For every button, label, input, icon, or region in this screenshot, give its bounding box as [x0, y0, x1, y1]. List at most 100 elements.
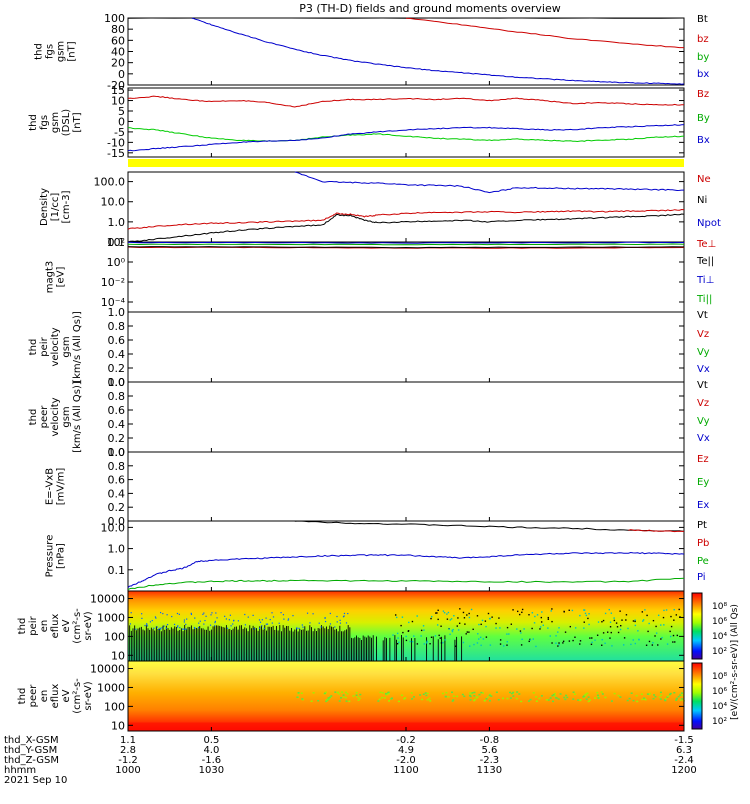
eflux-noise-pixel: [591, 642, 592, 643]
y-tick-label: 0.8: [108, 390, 126, 403]
legend-entry: Te⊥: [696, 239, 716, 250]
eflux-noise-pixel: [272, 622, 273, 623]
colorbar-label: [eV/(cm²-s-sr-eV)] (All Qs): [730, 604, 740, 720]
eflux-band-pixel: [586, 698, 588, 700]
eflux-noise-pixel: [337, 621, 338, 622]
eflux-noise-pixel: [174, 624, 175, 625]
y-axis-label: [cm-3]: [61, 190, 72, 223]
eflux-noise-pixel: [440, 626, 441, 627]
eflux-noise-pixel: [541, 617, 542, 618]
eflux-band-pixel: [679, 694, 681, 696]
eflux-noise-pixel: [423, 629, 424, 630]
eflux-noise-pixel: [521, 644, 522, 645]
eflux-noise-pixel: [530, 639, 531, 640]
eflux-noise-pixel: [296, 627, 297, 628]
eflux-noise-pixel: [551, 608, 552, 609]
eflux-noise-pixel: [503, 645, 504, 646]
eflux-band-pixel: [636, 695, 638, 697]
eflux-noise-pixel: [267, 624, 268, 625]
eflux-band-pixel: [676, 698, 678, 700]
eflux-noise-pixel: [507, 627, 508, 628]
eflux-noise-pixel: [555, 643, 556, 644]
eflux-noise-pixel: [330, 623, 331, 624]
eflux-band-pixel: [641, 699, 643, 701]
eflux-noise-pixel: [135, 629, 136, 630]
eflux-noise-pixel: [572, 640, 573, 641]
eflux-band-pixel: [509, 692, 511, 694]
y-axis-label: Pressure: [45, 535, 56, 578]
eflux-band-pixel: [352, 695, 354, 697]
y-tick-label: 10: [111, 719, 125, 732]
eflux-noise-pixel: [146, 623, 147, 624]
eflux-noise-pixel: [653, 620, 654, 621]
x-axis-tick-label: 1000: [115, 765, 140, 776]
y-tick-label: 0.6: [108, 334, 126, 347]
eflux-noise-pixel: [613, 617, 614, 618]
colorbar-tick-label: 10⁸: [712, 602, 727, 612]
eflux-noise-pixel: [431, 637, 432, 638]
eflux-noise-pixel: [677, 635, 678, 636]
legend-entry: Vy: [697, 416, 710, 427]
eflux-noise-pixel: [444, 612, 445, 613]
eflux-noise-pixel: [674, 641, 675, 642]
eflux-noise-pixel: [569, 610, 570, 611]
eflux-noise-pixel: [307, 613, 308, 614]
eflux-band-pixel: [348, 701, 350, 703]
eflux-noise-pixel: [667, 643, 668, 644]
eflux-noise-pixel: [489, 618, 490, 619]
eflux-noise-pixel: [670, 636, 671, 637]
eflux-band-pixel: [619, 696, 621, 698]
eflux-noise-pixel: [194, 617, 195, 618]
eflux-noise-pixel: [672, 641, 673, 642]
eflux-noise-pixel: [424, 643, 425, 644]
eflux-noise-pixel: [254, 628, 255, 629]
legend-entry: Vt: [697, 380, 708, 391]
eflux-noise-pixel: [398, 642, 399, 643]
eflux-band-pixel: [358, 699, 360, 701]
eflux-band-pixel: [645, 699, 647, 701]
legend-entry: Vy: [697, 347, 710, 358]
eflux-noise-pixel: [477, 615, 478, 616]
eflux-band-pixel: [681, 692, 683, 694]
eflux-band-pixel: [572, 698, 574, 700]
eflux-band-pixel: [588, 696, 590, 698]
eflux-band-pixel: [429, 700, 431, 702]
eflux-band-pixel: [476, 696, 478, 698]
eflux-band-pixel: [427, 693, 429, 695]
eflux-noise-pixel: [520, 632, 521, 633]
eflux-noise-pixel: [184, 621, 185, 622]
eflux-band-pixel: [311, 700, 313, 702]
eflux-noise-pixel: [216, 617, 217, 618]
eflux-band-pixel: [298, 692, 300, 694]
eflux-noise-pixel: [412, 621, 413, 622]
eflux-noise-pixel: [499, 627, 500, 628]
eflux-noise-pixel: [660, 624, 661, 625]
y-axis-label: thd: [17, 688, 28, 705]
eflux-band-pixel: [346, 693, 348, 695]
eflux-noise-pixel: [167, 614, 168, 615]
eflux-noise-pixel: [194, 627, 195, 628]
eflux-noise-pixel: [551, 621, 552, 622]
eflux-band-pixel: [442, 693, 444, 695]
eflux-noise-pixel: [591, 637, 592, 638]
eflux-noise-pixel: [443, 610, 444, 611]
eflux-noise-pixel: [262, 619, 263, 620]
y-axis-label: gsm: [56, 41, 67, 62]
eflux-noise-pixel: [147, 625, 148, 626]
eflux-band-pixel: [474, 699, 476, 701]
eflux-band-pixel: [597, 697, 599, 699]
eflux-noise-pixel: [157, 626, 158, 627]
legend-entry: bx: [697, 69, 709, 80]
eflux-noise-pixel: [346, 622, 347, 623]
eflux-band-pixel: [388, 700, 390, 702]
eflux-noise-pixel: [647, 631, 648, 632]
y-axis-label: gsm: [61, 406, 72, 427]
y-tick-label: 0.6: [108, 474, 126, 487]
eflux-noise-pixel: [171, 616, 172, 617]
legend-entry: Ex: [697, 500, 709, 511]
eflux-band-pixel: [463, 696, 465, 698]
colorbar-tick-label: 10⁶: [712, 687, 727, 697]
eflux-noise-pixel: [259, 628, 260, 629]
y-axis-label: peir: [39, 336, 50, 356]
y-axis-label: gsm: [50, 112, 61, 133]
